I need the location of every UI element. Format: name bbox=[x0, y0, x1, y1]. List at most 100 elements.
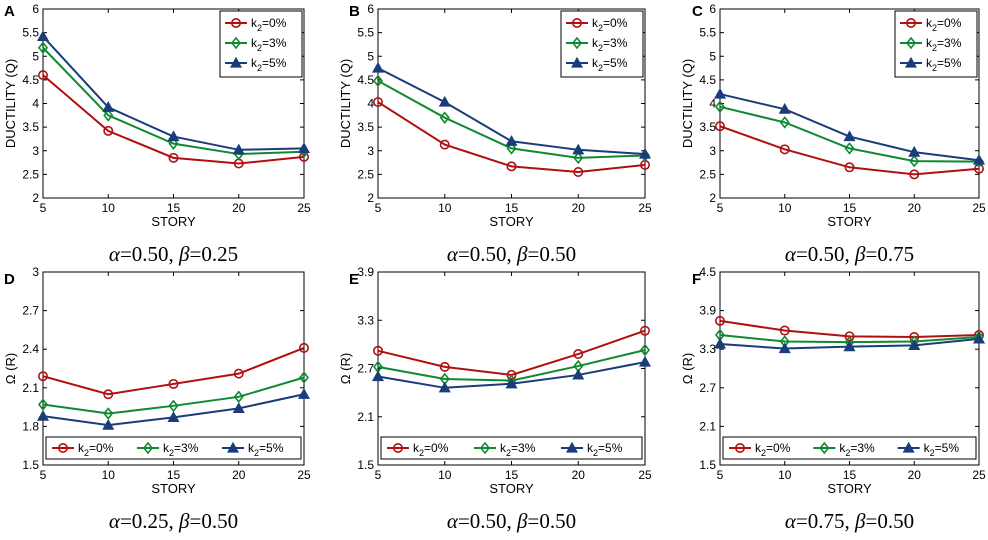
data-point bbox=[37, 70, 48, 81]
data-point bbox=[36, 409, 50, 421]
y-axis-label: DUCTILITY (Q) bbox=[680, 59, 695, 148]
panel-caption: α=0.50, β=0.50 bbox=[447, 509, 576, 533]
y-tick-label: 2 bbox=[367, 191, 374, 205]
y-axis-label: Ω (R) bbox=[680, 353, 695, 384]
x-axis-label: STORY bbox=[827, 214, 872, 229]
data-point bbox=[37, 41, 49, 55]
data-point bbox=[167, 130, 180, 142]
legend-label: k2=0% bbox=[78, 441, 114, 458]
data-point bbox=[36, 30, 50, 42]
legend-marker bbox=[734, 442, 745, 453]
y-tick-label: 5 bbox=[709, 49, 716, 63]
panel-letter: D bbox=[4, 271, 15, 288]
x-tick-label: 5 bbox=[375, 468, 382, 482]
data-point bbox=[233, 368, 244, 379]
data-point bbox=[103, 407, 114, 420]
y-tick-label: 3.5 bbox=[22, 120, 39, 134]
y-tick-label: 3 bbox=[32, 144, 39, 158]
data-point bbox=[908, 339, 921, 350]
data-point bbox=[843, 340, 856, 352]
data-point bbox=[638, 355, 652, 367]
legend-marker bbox=[819, 441, 830, 455]
y-tick-label: 4.5 bbox=[22, 73, 39, 87]
legend-marker bbox=[392, 442, 403, 453]
legend-marker bbox=[57, 442, 68, 453]
x-axis-label: STORY bbox=[151, 481, 196, 496]
data-point bbox=[438, 381, 451, 393]
y-tick-label: 1.8 bbox=[22, 419, 39, 433]
legend-label: k2=3% bbox=[839, 441, 875, 458]
data-point bbox=[972, 153, 986, 165]
legend-marker bbox=[479, 441, 491, 455]
legend-label: k2=3% bbox=[592, 36, 628, 53]
y-tick-label: 5.5 bbox=[699, 26, 716, 40]
legend-marker bbox=[904, 56, 918, 68]
data-point bbox=[168, 378, 179, 389]
data-point bbox=[908, 145, 921, 157]
y-tick-label: 2.1 bbox=[699, 419, 716, 433]
legend-marker bbox=[231, 17, 242, 28]
x-tick-label: 25 bbox=[297, 468, 311, 482]
x-tick-label: 10 bbox=[438, 201, 452, 215]
y-axis-label: DUCTILITY (Q) bbox=[3, 59, 18, 148]
x-tick-label: 15 bbox=[505, 201, 519, 215]
panel-letter: A bbox=[4, 3, 15, 20]
data-point bbox=[638, 147, 652, 159]
data-point bbox=[297, 387, 311, 399]
data-point bbox=[372, 345, 383, 356]
panel-b: B 2 2.5 3 3.5 4 4.5 5 5.5 6 5 10 15 20 25 STORY DUCTILIT… bbox=[338, 2, 652, 266]
legend-label: k2=0% bbox=[251, 16, 287, 33]
y-tick-label: 2 bbox=[709, 191, 716, 205]
legend-marker bbox=[905, 36, 917, 50]
y-tick-label: 2.1 bbox=[357, 410, 374, 424]
panel-caption: α=0.50, β=0.25 bbox=[109, 242, 238, 266]
y-tick-label: 2 bbox=[32, 191, 39, 205]
y-tick-label: 2.5 bbox=[699, 167, 716, 181]
panel-c: C 2 2.5 3 3.5 4 4.5 5 5.5 6 5 10 15 20 25 STORY DUCTILIT… bbox=[680, 2, 986, 266]
data-point bbox=[103, 389, 114, 400]
series-line bbox=[377, 79, 646, 159]
x-tick-label: 10 bbox=[102, 468, 116, 482]
panel-a: A 2 2.5 3 3.5 4 4.5 5 5.5 6 5 10 15 20 25 STORY DUCTILIT… bbox=[3, 2, 311, 266]
y-tick-label: 6 bbox=[32, 2, 39, 16]
legend-label: k2=5% bbox=[587, 441, 623, 458]
data-point bbox=[438, 95, 451, 107]
legend-label: k2=3% bbox=[251, 36, 287, 53]
data-point bbox=[232, 143, 245, 155]
legend-label: k2=5% bbox=[251, 56, 287, 73]
y-tick-label: 3 bbox=[709, 144, 716, 158]
x-tick-label: 25 bbox=[972, 201, 986, 215]
data-point bbox=[779, 144, 790, 155]
y-tick-label: 4.5 bbox=[699, 73, 716, 87]
y-tick-label: 4 bbox=[32, 97, 39, 111]
panel-letter: C bbox=[692, 3, 703, 20]
x-tick-label: 20 bbox=[572, 201, 586, 215]
series-line bbox=[42, 47, 305, 156]
data-point bbox=[505, 377, 518, 389]
data-point bbox=[298, 371, 310, 384]
legend-label: k2=5% bbox=[926, 56, 962, 73]
series-line bbox=[719, 125, 980, 176]
legend-box bbox=[380, 436, 643, 460]
y-tick-label: 3.3 bbox=[699, 342, 716, 356]
y-tick-label: 2.7 bbox=[699, 381, 716, 395]
series-line bbox=[42, 376, 305, 415]
panel-caption: α=0.50, β=0.75 bbox=[785, 242, 914, 266]
x-axis-label: STORY bbox=[151, 214, 196, 229]
data-point bbox=[779, 116, 790, 129]
x-tick-label: 25 bbox=[638, 468, 652, 482]
y-tick-label: 3.3 bbox=[357, 313, 374, 327]
y-tick-label: 5.5 bbox=[22, 26, 39, 40]
panel-caption: α=0.75, β=0.50 bbox=[785, 509, 914, 533]
y-tick-label: 3 bbox=[367, 144, 374, 158]
y-tick-label: 3 bbox=[32, 265, 39, 279]
panel-d: D 1.5 1.8 2.1 2.4 2.7 3 5 10 15 20 25 STORY Ω (R) k2=0… bbox=[3, 265, 311, 533]
data-point bbox=[713, 337, 727, 349]
data-point bbox=[639, 325, 650, 336]
data-point bbox=[844, 162, 855, 173]
y-tick-label: 2.1 bbox=[22, 381, 39, 395]
x-tick-label: 5 bbox=[40, 201, 47, 215]
y-axis-label: Ω (R) bbox=[338, 353, 353, 384]
x-tick-label: 10 bbox=[102, 201, 116, 215]
